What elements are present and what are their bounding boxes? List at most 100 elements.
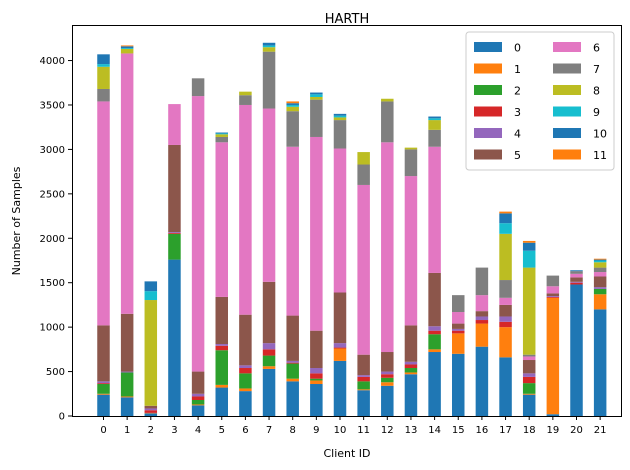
- bar-segment-client-3-class-4: [168, 232, 181, 233]
- bar-segment-client-17-class-11: [499, 211, 512, 214]
- x-tick-label: 16: [476, 425, 489, 436]
- bar-segment-client-5-class-10: [215, 132, 228, 134]
- bar-segment-client-17-class-8: [499, 233, 512, 281]
- bar-segment-client-13-class-4: [404, 361, 418, 365]
- bar-segment-client-6-class-1: [239, 388, 252, 392]
- bar-segment-client-1-class-0: [120, 397, 134, 416]
- bar-segment-client-2-class-0: [144, 413, 158, 416]
- bar-segment-client-19-class-4: [546, 296, 560, 297]
- bar-segment-client-10-class-7: [333, 120, 347, 149]
- legend-swatch-10: [553, 128, 581, 138]
- legend-swatch-1: [474, 63, 502, 74]
- y-axis: 0 500 1000 1500 2000 2500 3000 3500 4000: [40, 56, 72, 423]
- bar-segment-client-16-class-1: [475, 323, 489, 347]
- bar-segment-client-18-class-2: [522, 383, 536, 394]
- bar-segment-client-17-class-9: [499, 223, 512, 234]
- bar-segment-client-4-class-2: [191, 400, 205, 405]
- bar-segment-client-6-class-3: [239, 368, 252, 374]
- bar-segment-client-5-class-4: [215, 344, 228, 346]
- bar-segment-client-19-class-1: [546, 297, 560, 415]
- legend-label-3: 3: [514, 106, 521, 119]
- bar-segment-client-15-class-6: [452, 312, 465, 324]
- bar-segment-client-21-class-4: [593, 287, 607, 289]
- legend-label-2: 2: [514, 85, 521, 98]
- bar-segment-client-16-class-7: [475, 267, 489, 296]
- bar-segment-client-1-class-10: [120, 46, 134, 49]
- legend-label-6: 6: [593, 42, 600, 55]
- bar-segment-client-6-class-8: [239, 91, 252, 96]
- x-tick-label: 10: [334, 425, 347, 436]
- bar-segment-client-14-class-1: [428, 349, 441, 353]
- y-tick-label: 2000: [40, 234, 65, 245]
- bar-segment-client-21-class-11: [593, 258, 607, 260]
- bar-segment-client-15-class-3: [452, 330, 465, 334]
- bar-segment-client-12-class-2: [381, 377, 394, 383]
- legend-swatch-9: [553, 106, 581, 117]
- bar-segment-client-5-class-7: [215, 136, 228, 143]
- bar-segment-client-5-class-8: [215, 134, 228, 137]
- bar-segment-client-18-class-0: [522, 394, 536, 416]
- bar-segment-client-14-class-8: [428, 120, 441, 130]
- bar-segment-client-14-class-10: [428, 116, 441, 119]
- bar-segment-client-17-class-6: [499, 297, 512, 305]
- bar-segment-client-5-class-6: [215, 142, 228, 297]
- bar-segment-client-7-class-6: [262, 108, 276, 282]
- bar-segment-client-21-class-6: [593, 272, 607, 277]
- bar-segment-client-14-class-2: [428, 334, 441, 350]
- x-tick-label: 7: [266, 425, 272, 436]
- x-tick-label: 8: [290, 425, 296, 436]
- legend-label-0: 0: [514, 42, 521, 55]
- bar-segment-client-0-class-3: [97, 383, 110, 385]
- bar-segment-client-21-class-0: [593, 309, 607, 416]
- bar-segment-client-9-class-2: [310, 378, 323, 381]
- bar-segment-client-10-class-8: [333, 117, 347, 121]
- legend-label-11: 11: [593, 149, 607, 162]
- bar-segment-client-8-class-5: [286, 315, 299, 361]
- y-tick-label: 3500: [40, 100, 65, 111]
- y-tick-label: 1500: [40, 278, 65, 289]
- x-tick-label: 4: [195, 425, 201, 436]
- bar-segment-client-5-class-1: [215, 384, 228, 388]
- bar-segment-client-0-class-0: [97, 394, 110, 416]
- bar-segment-client-14-class-4: [428, 326, 441, 331]
- legend-box: [465, 31, 615, 171]
- bar-segment-client-1-class-5: [120, 313, 134, 372]
- legend-swatch-2: [474, 85, 502, 95]
- legend-label-1: 1: [514, 63, 521, 76]
- bar-segment-client-16-class-4: [475, 316, 489, 321]
- bar-segment-client-18-class-5: [522, 360, 536, 374]
- legend: 0 1 2 3 4 5 6 7 8 9 10 11: [465, 31, 615, 171]
- bar-segment-client-8-class-6: [286, 146, 299, 316]
- bar-segment-client-18-class-9: [522, 250, 536, 268]
- bar-segment-client-4-class-6: [191, 96, 205, 372]
- x-tick-label: 20: [570, 425, 583, 436]
- bar-segment-client-11-class-7: [357, 164, 370, 185]
- bar-segment-client-12-class-7: [381, 101, 394, 143]
- bar-segment-client-1-class-6: [120, 53, 134, 314]
- bar-segment-client-21-class-7: [593, 267, 607, 273]
- bar-segment-client-12-class-8: [381, 98, 394, 102]
- bar-segment-client-7-class-8: [262, 47, 276, 52]
- x-tick-label: 13: [405, 425, 418, 436]
- legend-label-4: 4: [514, 128, 521, 141]
- x-tick-label: 12: [381, 425, 394, 436]
- bar-segment-client-8-class-3: [286, 362, 299, 364]
- bar-segment-client-8-class-8: [286, 106, 299, 112]
- legend-swatch-11: [553, 149, 581, 160]
- bar-segment-client-0-class-5: [97, 325, 110, 382]
- bar-segment-client-19-class-7: [546, 275, 560, 287]
- bar-segment-client-9-class-10: [310, 92, 323, 95]
- bar-segment-client-16-class-5: [475, 311, 489, 317]
- bar-segment-client-17-class-0: [499, 357, 512, 416]
- bar-segment-client-13-class-6: [404, 176, 418, 326]
- bar-segment-client-10-class-5: [333, 292, 347, 344]
- x-tick-label: 9: [313, 425, 319, 436]
- bar-segment-client-19-class-6: [546, 286, 560, 294]
- bar-segment-client-7-class-2: [262, 355, 276, 367]
- y-tick-label: 4000: [40, 56, 65, 67]
- bar-segment-client-12-class-5: [381, 352, 394, 372]
- bar-segment-client-10-class-3: [333, 347, 347, 349]
- bar-segment-client-20-class-3: [570, 282, 583, 285]
- bar-segment-client-14-class-5: [428, 272, 441, 327]
- x-tick-label: 1: [124, 425, 130, 436]
